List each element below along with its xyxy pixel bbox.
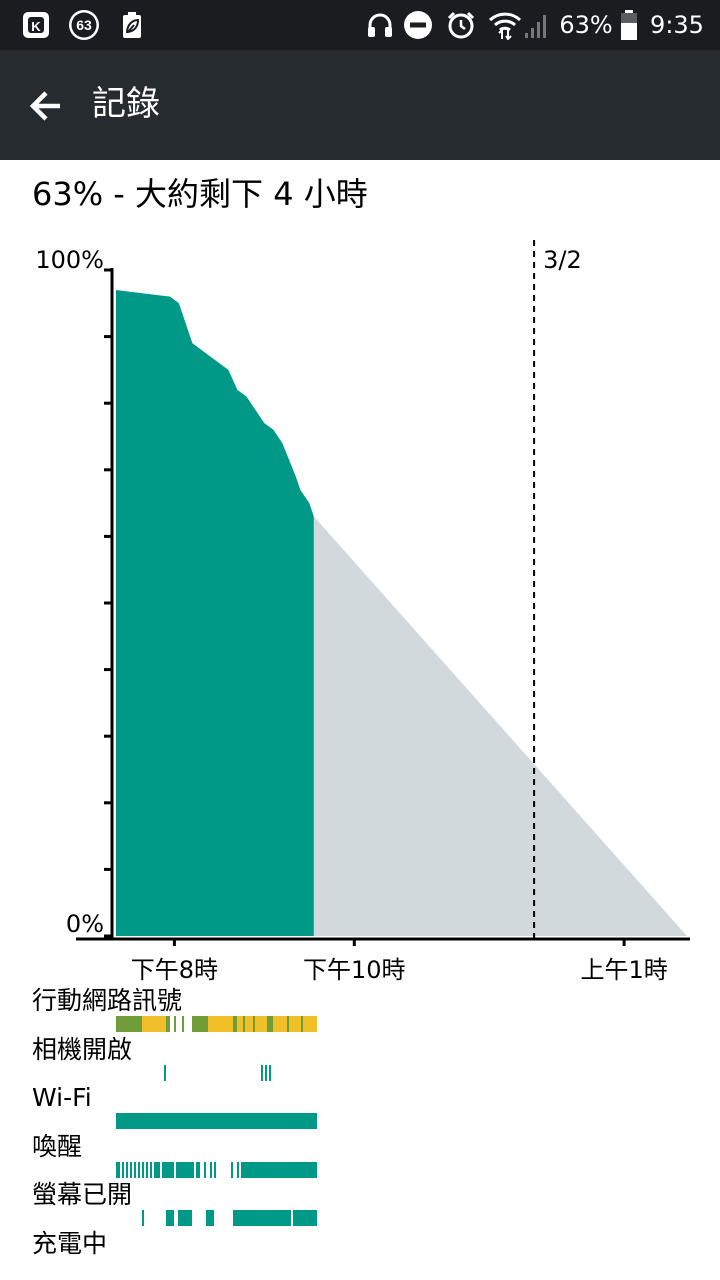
battery-history-area [116, 290, 314, 936]
battery-icon [620, 0, 638, 50]
usage-bar-segment [146, 1161, 149, 1178]
usage-bar-segment [268, 1064, 271, 1081]
app-bar: 記錄 [0, 50, 720, 160]
svg-text:K: K [31, 19, 41, 34]
cell-signal-icon [524, 0, 550, 50]
usage-row-label: 充電中 [32, 1228, 108, 1258]
usage-row-bar [116, 1016, 317, 1032]
usage-bar-segment [232, 1016, 237, 1032]
x-tick-label: 上午1時 [580, 956, 667, 984]
x-tick-label: 下午8時 [131, 956, 218, 984]
usage-bar-segment [264, 1064, 267, 1081]
usage-bar-segment [126, 1161, 129, 1178]
headphones-icon [366, 0, 394, 50]
notification-count-badge-icon: 63 [68, 0, 100, 50]
day-marker-label: 3/2 [543, 246, 582, 274]
usage-bar-segment [204, 1161, 207, 1178]
usage-row-label: Wi-Fi [32, 1083, 92, 1112]
k-app-icon: K [22, 0, 50, 50]
usage-bar-segment [154, 1161, 161, 1178]
usage-bar-segment [122, 1161, 125, 1178]
usage-row-bar [116, 1161, 317, 1178]
notification-count-text: 63 [76, 17, 92, 33]
usage-bar-segment [300, 1016, 303, 1032]
usage-bar-segment [150, 1161, 153, 1178]
usage-bar-segment [116, 1016, 143, 1032]
usage-bar-segment [206, 1210, 215, 1226]
usage-row-bar [116, 1113, 317, 1129]
page-title: 記錄 [92, 84, 160, 124]
usage-bar-segment [196, 1161, 201, 1178]
usage-bar-segment [166, 1210, 175, 1226]
usage-row-bar [116, 1210, 317, 1226]
usage-bar-segment [142, 1210, 145, 1226]
usage-row-bar [116, 1064, 317, 1081]
usage-bar-segment [240, 1161, 317, 1178]
usage-bar-segment [272, 1016, 317, 1032]
usage-bar-segment [166, 1016, 171, 1032]
usage-bar-segment [176, 1161, 195, 1178]
battery-history-chart: 100% 0% 下午8時 下午10時 上午1時 3/2 [0, 230, 720, 994]
usage-bar-segment [242, 1016, 245, 1032]
usage-bar-segment [208, 1016, 233, 1032]
leaf-battery-icon [120, 0, 144, 50]
usage-bar-segment [116, 1113, 317, 1129]
usage-bar-segment [252, 1016, 255, 1032]
battery-summary: 63% - 大約剩下 4 小時 [32, 175, 368, 213]
usage-bar-segment [130, 1161, 133, 1178]
y-tick-label-100: 100% [35, 246, 104, 274]
usage-bar-segment [286, 1016, 289, 1032]
usage-bar-segment [260, 1064, 263, 1081]
usage-bar-segment [292, 1210, 317, 1226]
usage-bar-segment [182, 1016, 185, 1032]
back-arrow-icon[interactable] [22, 82, 70, 130]
usage-bar-segment [134, 1161, 137, 1178]
usage-row-label: 喚醒 [32, 1131, 83, 1161]
battery-projection-area [313, 516, 687, 936]
usage-bar-segment [162, 1161, 175, 1178]
usage-bar-segment [230, 1161, 233, 1178]
battery-chart-svg: 100% 0% 下午8時 下午10時 上午1時 3/2 [35, 240, 690, 984]
usage-bar-segment [142, 1161, 145, 1178]
usage-bar-segment [116, 1161, 121, 1178]
x-tick-label: 下午10時 [303, 956, 406, 984]
usage-bar-segment [214, 1161, 217, 1178]
usage-bar-segment [142, 1016, 167, 1032]
battery-percent-text: 63% [559, 11, 613, 39]
usage-bar-segment [174, 1016, 177, 1032]
usage-bar-segment [164, 1064, 167, 1081]
usage-bar-segment [232, 1210, 291, 1226]
clock-time: 9:35 [650, 11, 704, 39]
do-not-disturb-icon [403, 0, 433, 50]
usage-bar-segment [236, 1161, 239, 1178]
usage-bar-segment [192, 1016, 209, 1032]
usage-row-label: 行動網路訊號 [32, 986, 183, 1015]
y-tick-label-0: 0% [66, 910, 104, 938]
status-bar: K 63 63% 9:35 [0, 0, 720, 50]
alarm-icon [446, 0, 476, 50]
usage-bar-segment [266, 1016, 273, 1032]
usage-row-label: 螢幕已開 [32, 1180, 133, 1209]
wifi-icon [488, 0, 522, 50]
usage-bar-segment [138, 1161, 141, 1178]
usage-bar-segment [210, 1161, 213, 1178]
usage-bar-segment [178, 1210, 193, 1226]
usage-row-label: 相機開啟 [32, 1034, 133, 1064]
usage-bar-segment [236, 1016, 267, 1032]
